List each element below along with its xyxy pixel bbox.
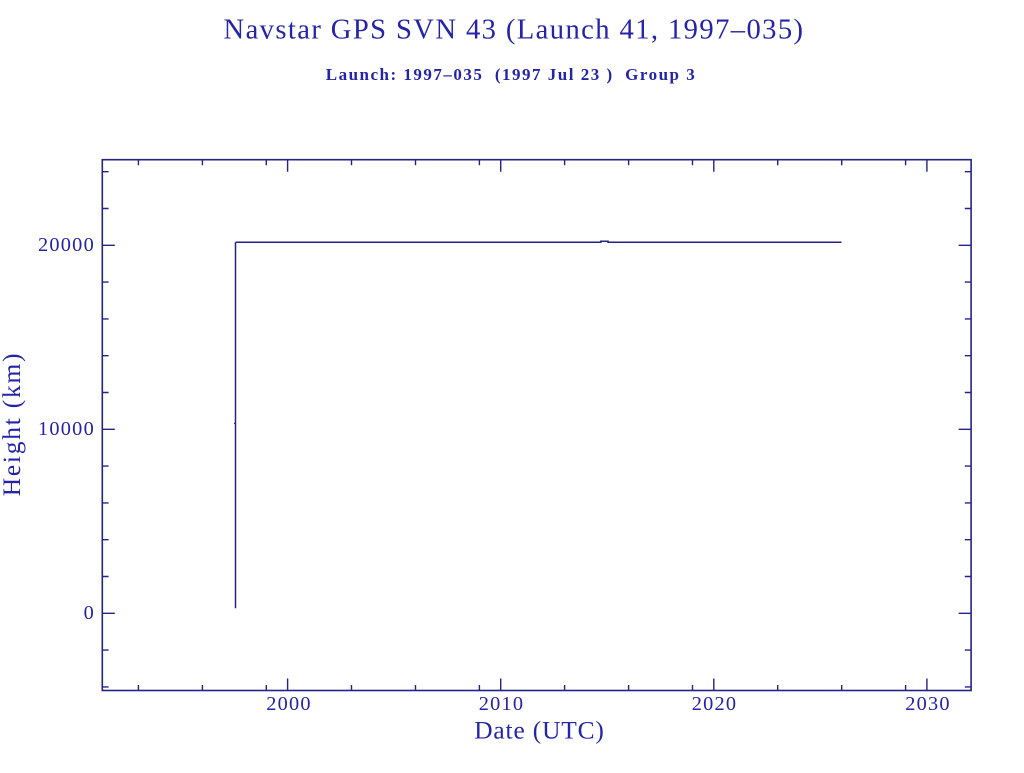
svg-text:2030: 2030 [905, 693, 951, 715]
svg-text:2010: 2010 [479, 693, 525, 715]
svg-text:Height (km): Height (km) [0, 352, 26, 497]
svg-text:2000: 2000 [266, 693, 312, 715]
svg-text:20000: 20000 [38, 234, 95, 256]
svg-text:0: 0 [84, 602, 95, 624]
svg-text:Date (UTC): Date (UTC) [474, 716, 604, 744]
svg-text:Launch: 1997–035 (1997 Jul 23: Launch: 1997–035 (1997 Jul 23 ) Group 3 [326, 65, 697, 84]
svg-text:2020: 2020 [692, 693, 738, 715]
svg-text:10000: 10000 [38, 418, 95, 440]
svg-text:Navstar GPS SVN 43 (Launch 41,: Navstar GPS SVN 43 (Launch 41, 1997–035) [224, 14, 805, 45]
